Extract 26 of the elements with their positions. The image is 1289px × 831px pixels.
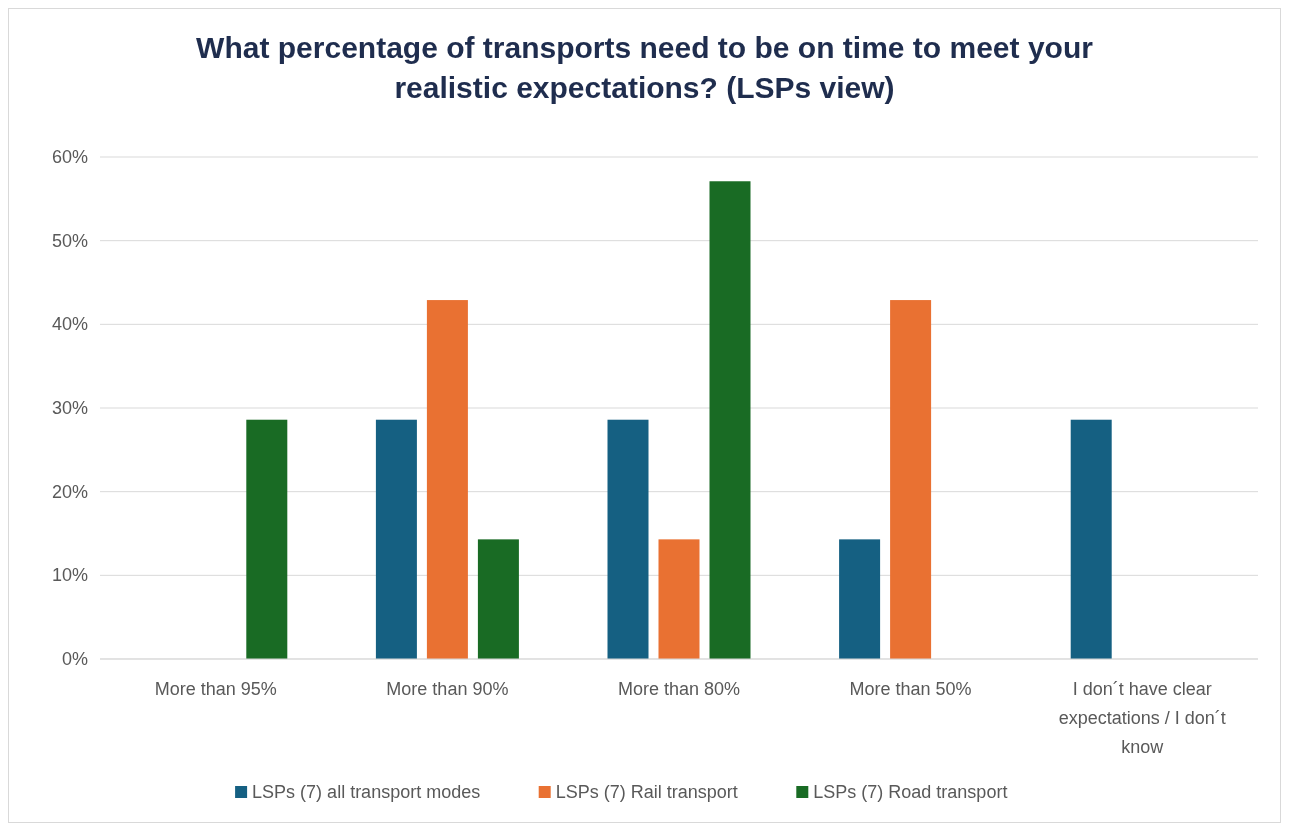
- x-tick-label: I don´t have clear expectations / I don´t know: [1058, 679, 1226, 757]
- y-tick-label: 40%: [51, 314, 88, 335]
- x-tick-label: More than 95%: [154, 679, 277, 699]
- x-tick-label: More than 50%: [849, 679, 972, 699]
- bar: [709, 181, 751, 659]
- legend-label: LSPs (7) all transport modes: [252, 782, 481, 802]
- y-tick-label: 10%: [51, 565, 88, 586]
- y-tick-label: 20%: [51, 481, 88, 502]
- bar: [426, 300, 468, 659]
- bar: [607, 419, 649, 659]
- x-tick-label: More than 80%: [617, 679, 741, 699]
- chart-title: What percentage of transports need to be on time to meet your realistic expectations? (LSPs view): [196, 31, 1094, 104]
- legend-label: LSPs (7) Rail transport: [555, 782, 738, 802]
- bar: [477, 539, 519, 659]
- bar: [890, 300, 932, 659]
- x-tick-label: More than 90%: [386, 679, 509, 699]
- y-tick-label: 50%: [51, 230, 88, 251]
- bar: [1070, 419, 1112, 659]
- y-tick-label: 30%: [51, 398, 88, 418]
- bar: [246, 419, 288, 659]
- y-tick-label: 0%: [61, 649, 88, 669]
- legend-label: LSPs (7) Road transport: [813, 782, 1008, 802]
- bar: [839, 539, 881, 659]
- y-tick-label: 60%: [51, 147, 88, 167]
- bar: [658, 539, 700, 659]
- bar: [375, 419, 417, 659]
